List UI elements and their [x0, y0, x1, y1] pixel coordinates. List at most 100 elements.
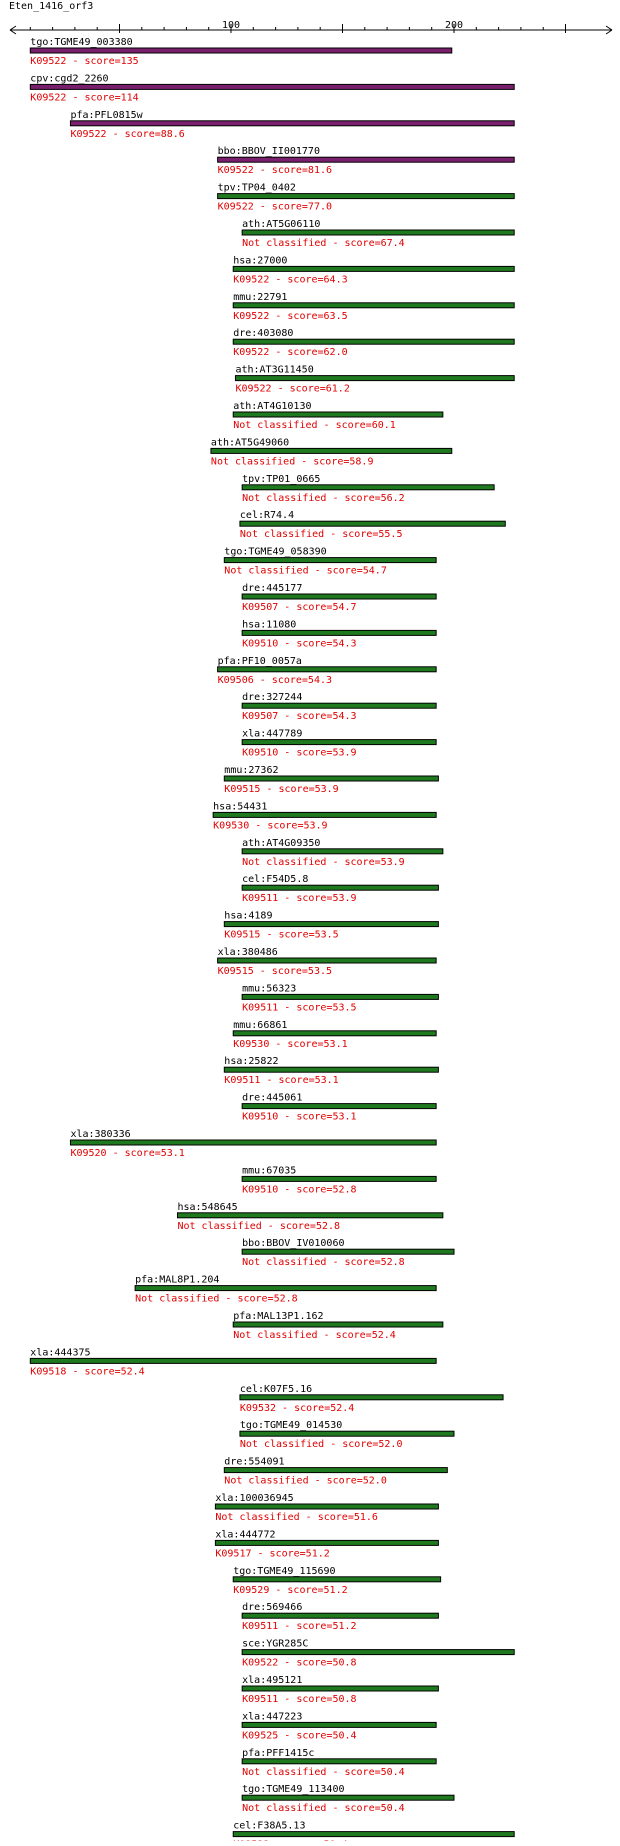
hit-name[interactable]: ath:AT5G06110 [242, 219, 320, 230]
hit-bar[interactable] [241, 1721, 437, 1728]
hit-row[interactable]: bbo:BBOV_II001770 K09522 - score=81.6 [217, 146, 515, 176]
hit-bar[interactable] [232, 265, 515, 272]
hit-name[interactable]: tgo:TGME49_014530 [240, 1420, 342, 1431]
hit-name[interactable]: dre:445061 [242, 1093, 302, 1104]
hit-name[interactable]: mmu:56323 [242, 983, 296, 994]
hit-row[interactable]: mmu:67035 K09510 - score=52.8 [241, 1165, 437, 1195]
hit-bar[interactable] [29, 47, 453, 54]
hit-bar[interactable] [214, 1539, 439, 1546]
hit-bar[interactable] [241, 1685, 439, 1692]
hit-bar[interactable] [217, 193, 515, 200]
hit-row[interactable]: mmu:22791 K09522 - score=63.5 [232, 292, 515, 322]
hit-name[interactable]: hsa:54431 [213, 801, 267, 812]
hit-row[interactable]: mmu:66861 K09530 - score=53.1 [232, 1020, 437, 1050]
hit-row[interactable]: xla:447223 K09525 - score=50.4 [241, 1711, 437, 1741]
hit-name[interactable]: bbo:BBOV_II001770 [218, 146, 320, 157]
hit-bar[interactable] [241, 1175, 437, 1182]
hit-bar[interactable] [223, 1066, 439, 1073]
hit-bar[interactable] [241, 702, 437, 709]
hit-bar[interactable] [176, 1212, 444, 1219]
hit-bar[interactable] [241, 993, 439, 1000]
hit-bar[interactable] [134, 1285, 437, 1292]
hit-name[interactable]: ath:AT3G11450 [235, 365, 313, 376]
hit-bar[interactable] [239, 520, 506, 527]
hit-row[interactable]: pfa:PFL0815w K09522 - score=88.6 [69, 110, 515, 140]
hit-name[interactable]: cel:R74.4 [240, 510, 294, 521]
hit-bar[interactable] [232, 338, 515, 345]
hit-name[interactable]: xla:380336 [70, 1129, 130, 1140]
hit-bar[interactable] [223, 1467, 448, 1474]
hit-name[interactable]: hsa:25822 [224, 1056, 278, 1067]
hit-row[interactable]: tpv:TP04_0402 K09522 - score=77.0 [217, 183, 515, 213]
hit-row[interactable]: xla:495121 K09511 - score=50.8 [241, 1675, 439, 1705]
hit-bar[interactable] [241, 593, 437, 600]
hit-name[interactable]: pfa:MAL13P1.162 [233, 1311, 323, 1322]
hit-name[interactable]: xla:444375 [30, 1347, 90, 1358]
hit-name[interactable]: pfa:PFF1415c [242, 1748, 314, 1759]
hit-row[interactable]: hsa:4189 K09515 - score=53.5 [223, 911, 439, 941]
hit-bar[interactable] [241, 1794, 455, 1801]
hit-row[interactable]: cel:F54D5.8 K09511 - score=53.9 [241, 874, 439, 904]
hit-name[interactable]: dre:554091 [224, 1457, 284, 1468]
hit-bar[interactable] [234, 375, 515, 382]
hit-name[interactable]: cpv:cgd2_2260 [30, 73, 108, 84]
hit-row[interactable]: tgo:TGME49_113400 Not classified - score=… [241, 1784, 455, 1814]
hit-bar[interactable] [212, 811, 437, 818]
hit-bar[interactable] [217, 666, 437, 673]
hit-name[interactable]: mmu:66861 [233, 1020, 287, 1031]
hit-row[interactable]: pfa:PFF1415c Not classified - score=50.4 [241, 1748, 437, 1778]
hit-bar[interactable] [210, 447, 453, 454]
hit-row[interactable]: bbo:BBOV_IV010060 Not classified - score=… [241, 1238, 455, 1268]
hit-bar[interactable] [232, 1030, 437, 1037]
hit-name[interactable]: dre:569466 [242, 1602, 302, 1613]
hit-row[interactable]: ath:AT5G06110 Not classified - score=67.4 [241, 219, 515, 249]
hit-row[interactable]: mmu:27362 K09515 - score=53.9 [223, 765, 439, 795]
hit-bar[interactable] [232, 1576, 442, 1583]
hit-name[interactable]: cel:K07F5.16 [240, 1384, 312, 1395]
hit-row[interactable]: xla:100036945 Not classified - score=51.6 [214, 1493, 439, 1523]
hit-row[interactable]: tpv:TP01_0665 Not classified - score=56.2 [241, 474, 495, 504]
hit-bar[interactable] [232, 1831, 515, 1838]
hit-name[interactable]: pfa:PF10_0057a [218, 656, 302, 667]
hit-row[interactable]: cel:K07F5.16 K09532 - score=52.4 [239, 1384, 504, 1414]
hit-name[interactable]: xla:100036945 [215, 1493, 293, 1504]
hit-name[interactable]: bbo:BBOV_IV010060 [242, 1238, 344, 1249]
hit-bar[interactable] [232, 1321, 444, 1328]
hit-name[interactable]: mmu:67035 [242, 1165, 296, 1176]
hit-name[interactable]: tgo:TGME49_113400 [242, 1784, 344, 1795]
hit-row[interactable]: dre:403080 K09522 - score=62.0 [232, 328, 515, 358]
hit-row[interactable]: pfa:MAL13P1.162 Not classified - score=52… [232, 1311, 444, 1341]
hit-bar[interactable] [217, 957, 437, 964]
hit-row[interactable]: hsa:11080 K09510 - score=54.3 [241, 619, 437, 649]
hit-name[interactable]: tgo:TGME49_003380 [30, 37, 132, 48]
hit-name[interactable]: mmu:22791 [233, 292, 287, 303]
hit-name[interactable]: hsa:11080 [242, 619, 296, 630]
hit-bar[interactable] [29, 1357, 437, 1364]
hit-bar[interactable] [241, 629, 437, 636]
hit-name[interactable]: hsa:548645 [177, 1202, 237, 1213]
hit-name[interactable]: xla:447223 [242, 1711, 302, 1722]
hit-bar[interactable] [217, 156, 515, 163]
hit-row[interactable]: pfa:MAL8P1.204 Not classified - score=52.… [134, 1275, 437, 1305]
hit-bar[interactable] [214, 1503, 439, 1510]
hit-row[interactable]: xla:444772 K09517 - score=51.2 [214, 1529, 439, 1559]
hit-name[interactable]: pfa:PFL0815w [70, 110, 143, 121]
hit-row[interactable]: dre:445061 K09510 - score=53.1 [241, 1093, 437, 1123]
hit-row[interactable]: xla:447789 K09510 - score=53.9 [241, 729, 437, 759]
hit-row[interactable]: ath:AT4G09350 Not classified - score=53.9 [241, 838, 444, 868]
hit-name[interactable]: xla:380486 [218, 947, 278, 958]
hit-row[interactable]: dre:569466 K09511 - score=51.2 [241, 1602, 439, 1632]
hit-name[interactable]: dre:327244 [242, 692, 302, 703]
hit-bar[interactable] [241, 884, 439, 891]
hit-row[interactable]: hsa:54431 K09530 - score=53.9 [212, 801, 437, 831]
hit-bar[interactable] [241, 739, 437, 746]
hit-bar[interactable] [223, 921, 439, 928]
hit-row[interactable]: cel:F38A5.13K09522 - score=50.4 [232, 1821, 515, 1846]
hit-bar[interactable] [239, 1430, 455, 1437]
hit-row[interactable]: ath:AT4G10130 Not classified - score=60.1 [232, 401, 444, 431]
hit-row[interactable]: ath:AT5G49060 Not classified - score=58.9 [210, 437, 453, 467]
hit-row[interactable]: hsa:548645 Not classified - score=52.8 [176, 1202, 444, 1232]
hit-row[interactable]: cpv:cgd2_2260 K09522 - score=114 [29, 73, 515, 103]
hit-bar[interactable] [241, 848, 444, 855]
hit-row[interactable]: ath:AT3G11450 K09522 - score=61.2 [234, 365, 515, 395]
